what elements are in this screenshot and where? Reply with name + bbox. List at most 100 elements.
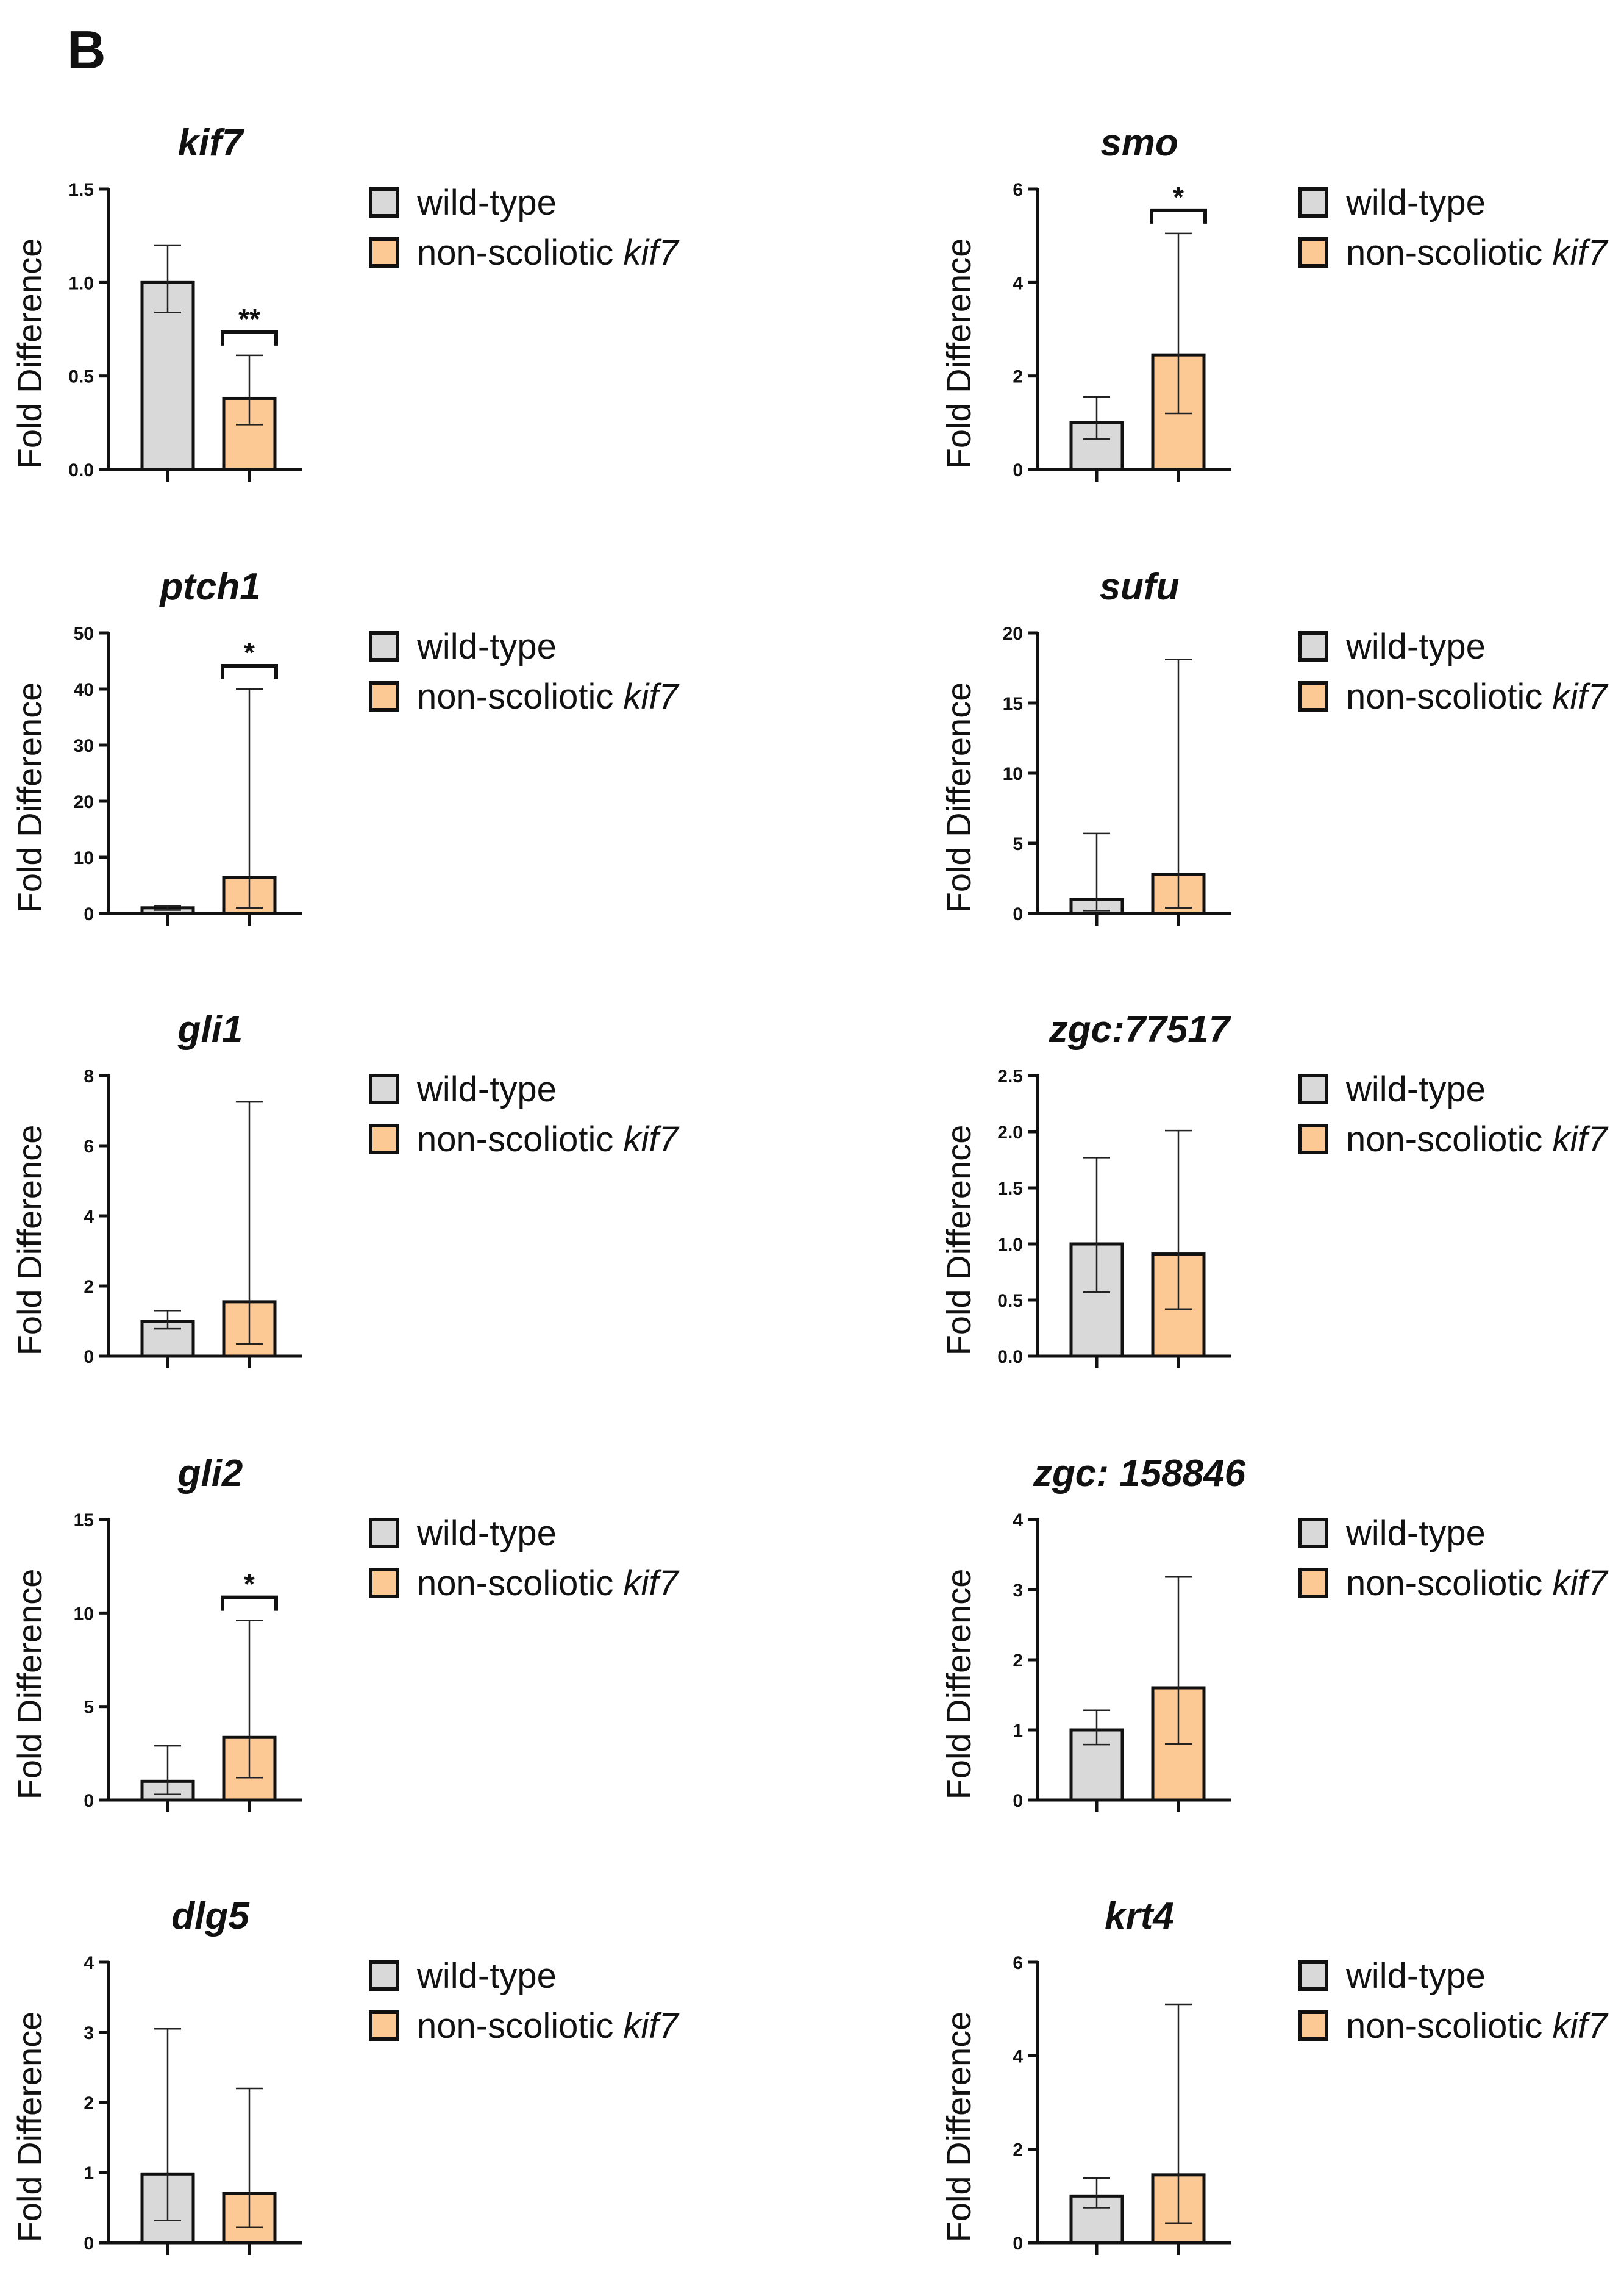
y-tick-label: 6 <box>84 1137 94 1157</box>
legend-label-prefix: non-scoliotic <box>417 233 623 273</box>
legend-label-gene: kif7 <box>1552 677 1609 716</box>
legend-label-gene: kif7 <box>623 677 680 716</box>
chart-title: zgc: 158846 <box>1033 1452 1246 1495</box>
chart-gli2: gli2 Fold Difference 0 5 10 15 * wild-type non-s… <box>10 1452 680 1812</box>
chart-sufu: sufu Fold Difference 0 5 10 15 20 wild-type non-… <box>939 566 1609 926</box>
legend-label-non-scoliotic: non-scoliotic kif7 <box>417 677 680 716</box>
legend-label-non-scoliotic: non-scoliotic kif7 <box>1346 2006 1609 2046</box>
y-axis-label: Fold Difference <box>10 1569 49 1800</box>
y-tick-label: 2.0 <box>997 1123 1023 1143</box>
legend-label-wild-type: wild-type <box>416 1070 557 1109</box>
y-tick-label: 1.0 <box>68 273 94 293</box>
y-axis-label: Fold Difference <box>10 1125 49 1356</box>
legend-swatch-non-scoliotic <box>369 1124 399 1154</box>
legend-label-wild-type: wild-type <box>416 1513 557 1553</box>
y-tick-label: 0 <box>84 1791 94 1811</box>
legend-label-gene: kif7 <box>623 1563 680 1603</box>
legend-swatch-non-scoliotic <box>1298 237 1328 268</box>
significance-bracket <box>221 664 278 679</box>
y-tick-label: 5 <box>84 1698 94 1718</box>
legend-label-prefix: non-scoliotic <box>417 677 623 716</box>
legend-label-prefix: non-scoliotic <box>417 1563 623 1603</box>
legend-label-non-scoliotic: non-scoliotic kif7 <box>417 1563 680 1603</box>
legend-swatch-non-scoliotic <box>1298 681 1328 712</box>
legend-swatch-non-scoliotic <box>1298 2010 1328 2041</box>
legend-swatch-wild-type <box>369 631 399 662</box>
y-tick-label: 2 <box>1013 367 1023 387</box>
legend-swatch-wild-type <box>369 1518 399 1548</box>
significance-bracket <box>1150 208 1207 224</box>
y-axis-label: Fold Difference <box>10 682 49 913</box>
panel-letter: B <box>67 20 106 80</box>
legend-label-wild-type: wild-type <box>416 1956 557 1996</box>
y-tick-label: 0 <box>84 1347 94 1367</box>
legend-label-non-scoliotic: non-scoliotic kif7 <box>1346 1120 1609 1159</box>
legend-label-gene: kif7 <box>623 233 680 273</box>
y-tick-label: 3 <box>84 2023 94 2043</box>
y-tick-label: 0.5 <box>997 1291 1023 1311</box>
y-tick-label: 20 <box>1003 624 1023 644</box>
legend-label-wild-type: wild-type <box>1345 1513 1486 1553</box>
significance-bracket <box>221 1595 278 1611</box>
legend-swatch-non-scoliotic <box>369 681 399 712</box>
y-tick-label: 0 <box>1013 2234 1023 2254</box>
y-tick-label: 1 <box>84 2163 94 2184</box>
y-tick-label: 0 <box>84 904 94 924</box>
legend-swatch-wild-type <box>1298 1074 1328 1104</box>
y-tick-label: 3 <box>1013 1581 1023 1601</box>
y-tick-label: 10 <box>74 1604 94 1624</box>
y-tick-label: 15 <box>1003 694 1023 714</box>
y-axis-label: Fold Difference <box>939 2012 978 2243</box>
y-tick-label: 1.5 <box>997 1179 1023 1199</box>
chart-title: krt4 <box>1105 1895 1174 1937</box>
chart-smo: smo Fold Difference 0 2 4 6 * wild-type non-scol… <box>939 122 1609 482</box>
chart-title: dlg5 <box>171 1895 250 1937</box>
chart-krt4: krt4 Fold Difference 0 2 4 6 wild-type non-scol… <box>939 1895 1609 2255</box>
chart-zgc-77517: zgc:77517 Fold Difference 0.0 0.5 1.0 1.5 2.0 2… <box>939 1009 1609 1368</box>
y-tick-label: 2 <box>84 2093 94 2113</box>
legend-label-gene: kif7 <box>1552 233 1609 273</box>
y-axis-label: Fold Difference <box>939 238 978 470</box>
legend-swatch-wild-type <box>369 1074 399 1104</box>
legend-label-prefix: non-scoliotic <box>1346 2006 1552 2046</box>
y-tick-label: 2 <box>1013 1651 1023 1671</box>
legend-label-gene: kif7 <box>1552 2006 1609 2046</box>
legend-label-gene: kif7 <box>623 2006 680 2046</box>
legend-swatch-non-scoliotic <box>1298 1124 1328 1154</box>
y-tick-label: 4 <box>84 1953 94 1973</box>
chart-title: zgc:77517 <box>1049 1009 1231 1051</box>
legend-label-wild-type: wild-type <box>1345 627 1486 666</box>
y-tick-label: 1.5 <box>68 180 94 200</box>
legend-swatch-wild-type <box>1298 187 1328 218</box>
y-tick-label: 30 <box>74 736 94 756</box>
chart-title: smo <box>1100 122 1178 164</box>
legend-label-wild-type: wild-type <box>1345 1956 1486 1996</box>
chart-dlg5: dlg5 Fold Difference 0 1 2 3 4 wild-type non-sco… <box>10 1895 680 2255</box>
y-tick-label: 6 <box>1013 1953 1023 1973</box>
legend-label-non-scoliotic: non-scoliotic kif7 <box>417 2006 680 2046</box>
significance-stars: * <box>244 1568 255 1600</box>
legend-swatch-non-scoliotic <box>369 1568 399 1598</box>
y-tick-label: 0 <box>1013 1791 1023 1811</box>
y-tick-label: 2.5 <box>997 1066 1023 1087</box>
legend-label-non-scoliotic: non-scoliotic kif7 <box>1346 677 1609 716</box>
chart-gli1: gli1 Fold Difference 0 2 4 6 8 wild-type non-sco… <box>10 1009 680 1368</box>
legend-label-wild-type: wild-type <box>1345 1070 1486 1109</box>
legend-label-wild-type: wild-type <box>416 183 557 223</box>
y-tick-label: 2 <box>84 1277 94 1297</box>
y-tick-label: 0 <box>84 2234 94 2254</box>
legend-swatch-non-scoliotic <box>1298 1568 1328 1598</box>
legend-label-non-scoliotic: non-scoliotic kif7 <box>1346 233 1609 273</box>
y-tick-label: 10 <box>74 848 94 868</box>
legend-swatch-wild-type <box>1298 1960 1328 1991</box>
y-axis-label: Fold Difference <box>10 238 49 470</box>
legend-label-prefix: non-scoliotic <box>417 1120 623 1159</box>
y-tick-label: 50 <box>74 624 94 644</box>
legend-label-gene: kif7 <box>623 1120 680 1159</box>
legend-label-prefix: non-scoliotic <box>1346 1120 1552 1159</box>
legend-swatch-non-scoliotic <box>369 2010 399 2041</box>
chart-title: sufu <box>1100 566 1180 608</box>
y-axis-label: Fold Difference <box>939 1569 978 1800</box>
y-tick-label: 4 <box>1013 1510 1023 1531</box>
